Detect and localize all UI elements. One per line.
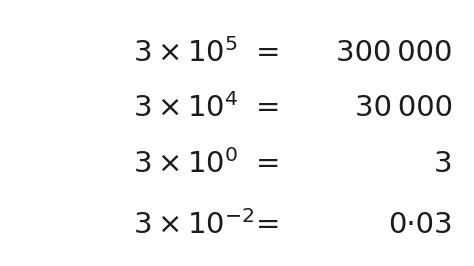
Text: $3 \times 10^{-2}$: $3 \times 10^{-2}$ bbox=[133, 210, 254, 240]
Text: =: = bbox=[255, 149, 280, 178]
Text: =: = bbox=[255, 94, 280, 122]
Text: 30 000: 30 000 bbox=[355, 94, 453, 122]
Text: $3 \times 10^{0}$: $3 \times 10^{0}$ bbox=[133, 149, 238, 178]
Text: 300 000: 300 000 bbox=[336, 39, 453, 67]
Text: =: = bbox=[255, 39, 280, 67]
Text: $3 \times 10^{5}$: $3 \times 10^{5}$ bbox=[133, 38, 237, 68]
Text: 3: 3 bbox=[434, 149, 453, 178]
Text: =: = bbox=[255, 211, 280, 239]
Text: 0·03: 0·03 bbox=[388, 211, 453, 239]
Text: $3 \times 10^{4}$: $3 \times 10^{4}$ bbox=[133, 93, 238, 123]
